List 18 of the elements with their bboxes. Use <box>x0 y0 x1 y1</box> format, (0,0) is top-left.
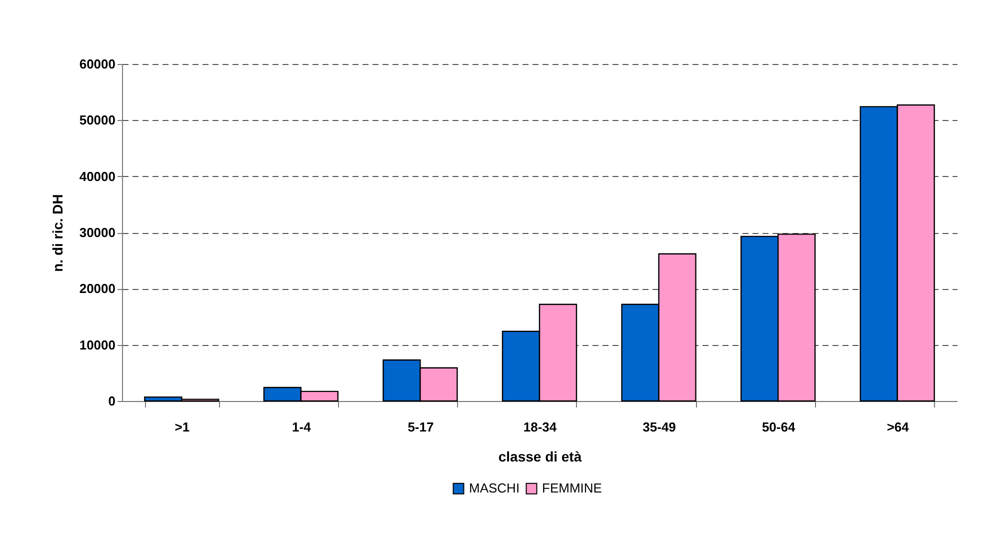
y-tick-label: 10000 <box>79 337 116 352</box>
x-tick-label: 5-17 <box>408 420 434 434</box>
y-tick-label: 30000 <box>79 225 116 240</box>
x-tick-label: 50-64 <box>762 420 796 434</box>
x-axis-title: classe di età <box>498 448 582 464</box>
y-tick-label: 0 <box>108 394 116 408</box>
x-tick-label: 35-49 <box>642 420 676 434</box>
x-tick-label: 18-34 <box>523 420 558 434</box>
legend-label: MASCHI <box>469 480 520 496</box>
y-axis-title: n. di ric. DH <box>49 194 66 272</box>
legend-label: FEMMINE <box>542 480 602 496</box>
y-tick-label: 60000 <box>79 56 116 72</box>
x-tick-label: >1 <box>174 420 190 434</box>
x-tick-label: 1-4 <box>292 420 312 434</box>
y-tick-label: 20000 <box>79 281 116 296</box>
y-tick-label: 50000 <box>79 112 116 128</box>
x-tick-label: >64 <box>886 420 910 434</box>
y-tick-label: 40000 <box>79 168 116 184</box>
